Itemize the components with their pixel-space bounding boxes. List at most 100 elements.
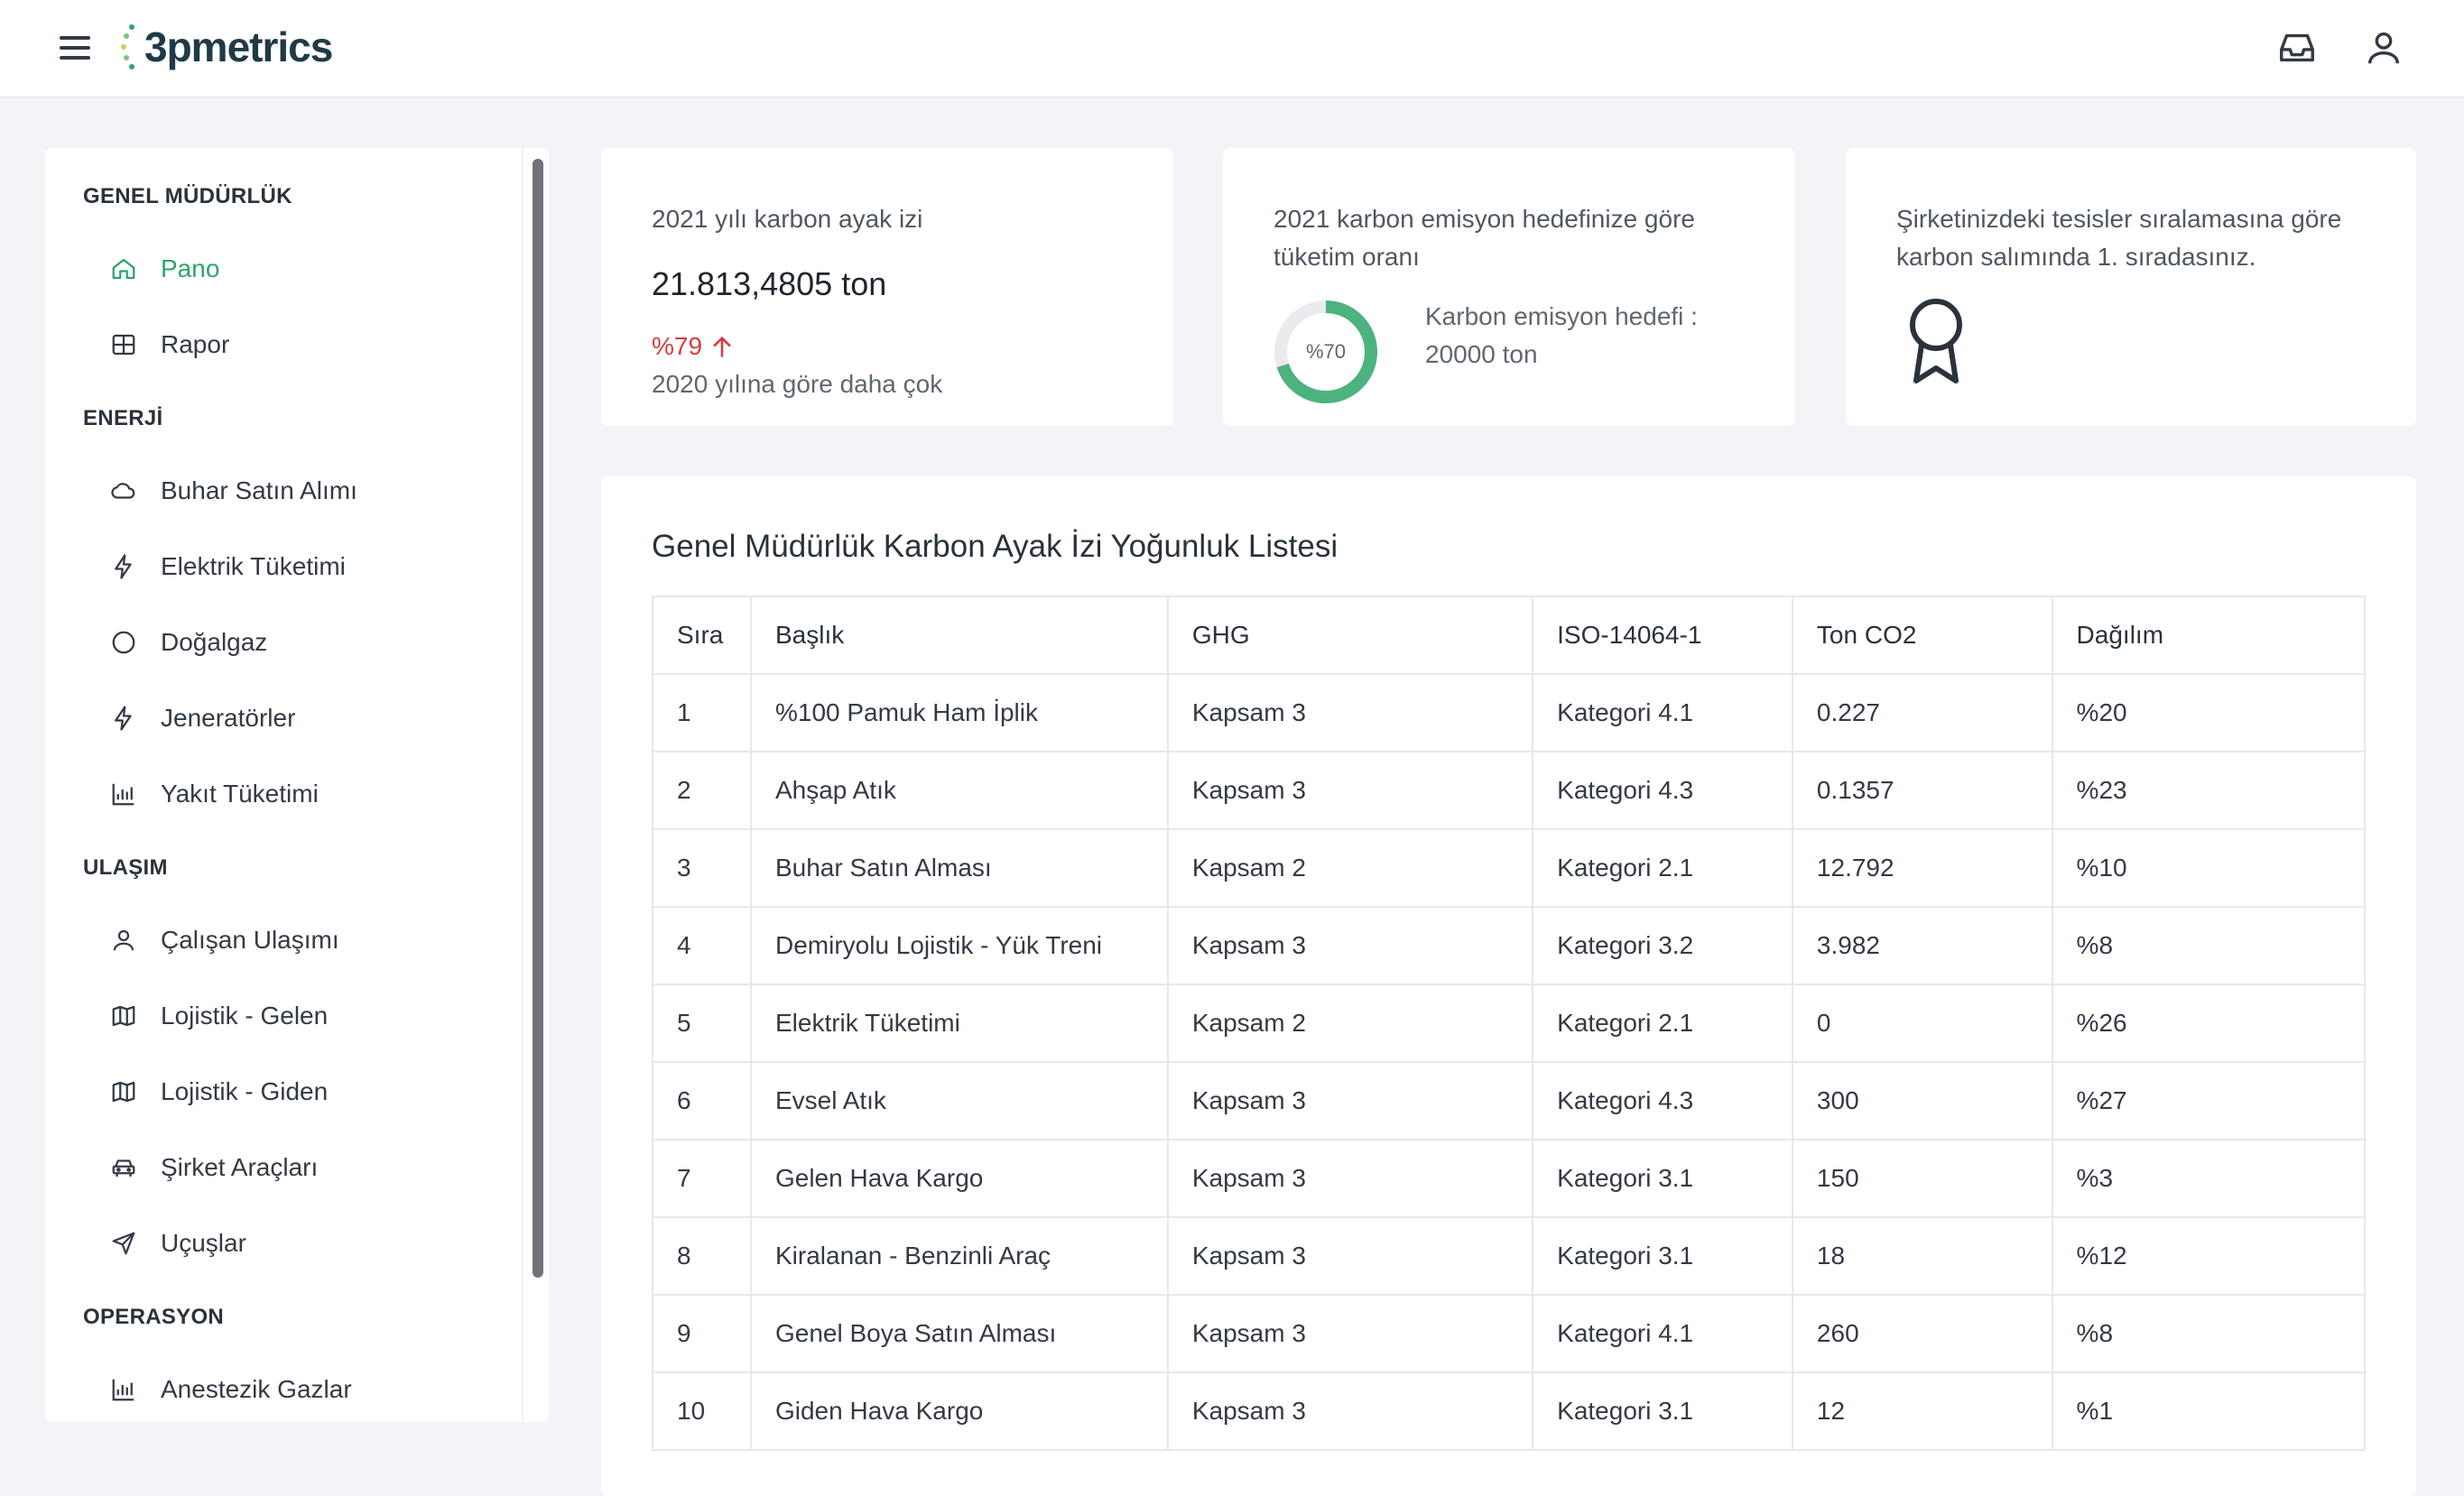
cell-iso: Kategori 4.3: [1532, 1061, 1793, 1140]
table-header-row: Sıra Başlık GHG ISO-14064-1 Ton CO2 Dağı…: [652, 596, 2367, 675]
cell-dagilim: %3: [2051, 1139, 2367, 1218]
table-row[interactable]: 7 Gelen Hava Kargo Kapsam 3 Kategori 3.1 150…: [652, 1139, 2367, 1218]
inbox-icon[interactable]: [2276, 27, 2318, 69]
table-row[interactable]: 8 Kiralanan - Benzinli Araç Kapsam 3 Katego…: [652, 1216, 2367, 1296]
sidebar-item-label: Lojistik - Gelen: [161, 1002, 329, 1030]
bar-chart-icon: [108, 779, 139, 809]
cell-sira: 6: [652, 1061, 752, 1140]
sidebar-menu: GENEL MÜDÜRLÜK Pano Rapor ENERJİ Buhar S…: [45, 148, 523, 1422]
col-header-ton-co2[interactable]: Ton CO2: [1791, 596, 2053, 675]
sidebar-item-elektrik-tuketimi[interactable]: Elektrik Tüketimi: [108, 540, 505, 594]
table-row[interactable]: 9 Genel Boya Satın Alması Kapsam 3 Kategori…: [652, 1294, 2367, 1373]
cell-ton-co2: 18: [1791, 1216, 2053, 1296]
table-row[interactable]: 6 Evsel Atık Kapsam 3 Kategori 4.3 300 %27: [652, 1061, 2367, 1140]
cell-iso: Kategori 4.1: [1532, 1294, 1793, 1373]
col-header-dagilim[interactable]: Dağılım: [2051, 596, 2367, 675]
cell-ghg: Kapsam 3: [1166, 1061, 1534, 1140]
footprint-comparison: 2020 yılına göre daha çok: [652, 370, 943, 398]
col-header-iso[interactable]: ISO-14064-1: [1532, 596, 1793, 675]
sidebar-item-label: Lojistik - Giden: [161, 1077, 329, 1105]
sidebar-item-label: Çalışan Ulaşımı: [161, 926, 339, 954]
logo[interactable]: 3pmetrics: [119, 20, 333, 74]
table-body: 1 %100 Pamuk Ham İplik Kapsam 3 Kategori 4.…: [652, 673, 2367, 1451]
cell-ghg: Kapsam 3: [1166, 1371, 1534, 1451]
table-row[interactable]: 1 %100 Pamuk Ham İplik Kapsam 3 Kategori 4.…: [652, 673, 2367, 753]
cell-iso: Kategori 2.1: [1532, 983, 1793, 1063]
sidebar-item-ucuslar[interactable]: Uçuşlar: [108, 1216, 505, 1270]
footprint-value: 21.813,4805 ton: [652, 265, 887, 302]
cell-ton-co2: 0.227: [1791, 673, 2053, 753]
user-icon[interactable]: [2363, 27, 2404, 69]
table-row[interactable]: 10 Giden Hava Kargo Kapsam 3 Kategori 3.1 12…: [652, 1371, 2367, 1451]
sidebar-scroll-thumb[interactable]: [533, 159, 543, 1278]
cell-ghg: Kapsam 3: [1166, 1139, 1534, 1218]
footprint-change: %79: [652, 332, 735, 361]
cell-iso: Kategori 4.3: [1532, 751, 1793, 830]
sidebar-item-lojistik-giden[interactable]: Lojistik - Giden: [108, 1065, 505, 1119]
cell-baslik: Genel Boya Satın Alması: [749, 1294, 1169, 1373]
panel-title: Genel Müdürlük Karbon Ayak İzi Yoğunluk …: [652, 529, 1339, 564]
cell-ton-co2: 3.982: [1791, 906, 2053, 985]
top-bar: 3pmetrics: [0, 0, 2464, 97]
sidebar-item-label: Anestezik Gazlar: [161, 1375, 352, 1403]
cell-dagilim: %8: [2051, 1294, 2367, 1373]
target-card: 2021 karbon emisyon hedefinize göre tüke…: [1223, 148, 1795, 426]
table-row[interactable]: 2 Ahşap Atık Kapsam 3 Kategori 4.3 0.1357 %23: [652, 751, 2367, 830]
col-header-ghg[interactable]: GHG: [1166, 596, 1534, 675]
cell-sira: 8: [652, 1216, 752, 1296]
col-header-sira[interactable]: Sıra: [652, 596, 752, 675]
cell-dagilim: %23: [2051, 751, 2367, 830]
section-ulasim: ULAŞIM: [83, 855, 168, 880]
sidebar-item-pano[interactable]: Pano: [108, 242, 505, 296]
cell-dagilim: %27: [2051, 1061, 2367, 1140]
logo-mark-icon: [121, 24, 134, 69]
sidebar-item-calisan-ulasimi[interactable]: Çalışan Ulaşımı: [108, 913, 505, 967]
target-label-text: Karbon emisyon hedefi :: [1425, 302, 1698, 330]
target-label: 2021 karbon emisyon hedefinize göre tüke…: [1274, 205, 1695, 271]
sidebar-item-sirket-araclari[interactable]: Şirket Araçları: [108, 1140, 505, 1195]
cell-baslik: Gelen Hava Kargo: [749, 1139, 1169, 1218]
cell-ton-co2: 12: [1791, 1371, 2053, 1451]
cell-sira: 1: [652, 673, 752, 753]
sidebar-item-jeneratorler[interactable]: Jeneratörler: [108, 691, 505, 745]
send-icon: [108, 1228, 139, 1259]
cell-iso: Kategori 2.1: [1532, 828, 1793, 908]
col-header-baslik[interactable]: Başlık: [749, 596, 1169, 675]
cell-ghg: Kapsam 2: [1166, 983, 1534, 1063]
sidebar-item-label: Şirket Araçları: [161, 1153, 319, 1181]
sidebar-item-rapor[interactable]: Rapor: [108, 318, 505, 372]
sidebar-item-yakit-tuketimi[interactable]: Yakıt Tüketimi: [108, 767, 505, 821]
cell-dagilim: %12: [2051, 1216, 2367, 1296]
sidebar-item-dogalgaz[interactable]: Doğalgaz: [108, 615, 505, 670]
cell-sira: 2: [652, 751, 752, 830]
intensity-table: Sıra Başlık GHG ISO-14064-1 Ton CO2 Dağı…: [652, 596, 2367, 1451]
sidebar-item-lojistik-gelen[interactable]: Lojistik - Gelen: [108, 989, 505, 1043]
cell-ton-co2: 0.1357: [1791, 751, 2053, 830]
intensity-list-panel: Genel Müdürlük Karbon Ayak İzi Yoğunluk …: [601, 476, 2416, 1496]
sidebar-item-label: Buhar Satın Alımı: [161, 476, 357, 504]
sidebar-item-buhar-satin-alimi[interactable]: Buhar Satın Alımı: [108, 464, 505, 518]
bar-chart-icon: [108, 1374, 139, 1405]
target-value: 20000 ton: [1425, 340, 1538, 368]
cell-ton-co2: 12.792: [1791, 828, 2053, 908]
cell-baslik: Giden Hava Kargo: [749, 1371, 1169, 1451]
cell-ghg: Kapsam 3: [1166, 906, 1534, 985]
table-row[interactable]: 5 Elektrik Tüketimi Kapsam 2 Kategori 2.1 0%…: [652, 983, 2367, 1063]
sidebar-item-label: Jeneratörler: [161, 704, 296, 732]
sidebar-item-anestezik-gazlar[interactable]: Anestezik Gazlar: [108, 1362, 505, 1417]
table-row[interactable]: 3 Buhar Satın Alması Kapsam 2 Kategori 2.1 1…: [652, 828, 2367, 908]
cell-baslik: Elektrik Tüketimi: [749, 983, 1169, 1063]
cell-ghg: Kapsam 3: [1166, 1216, 1534, 1296]
cell-ton-co2: 150: [1791, 1139, 2053, 1218]
ranking-card: Şirketinizdeki tesisler sıralamasına gör…: [1846, 148, 2416, 426]
cell-dagilim: %8: [2051, 906, 2367, 985]
cell-sira: 4: [652, 906, 752, 985]
cell-iso: Kategori 3.1: [1532, 1216, 1793, 1296]
hamburger-icon[interactable]: [58, 32, 94, 63]
cell-baslik: Demiryolu Lojistik - Yük Treni: [749, 906, 1169, 985]
map-icon: [108, 1001, 139, 1031]
sidebar-item-label: Yakıt Tüketimi: [161, 780, 319, 808]
sidebar-item-label: Doğalgaz: [161, 628, 268, 656]
bolt-icon: [108, 551, 139, 582]
